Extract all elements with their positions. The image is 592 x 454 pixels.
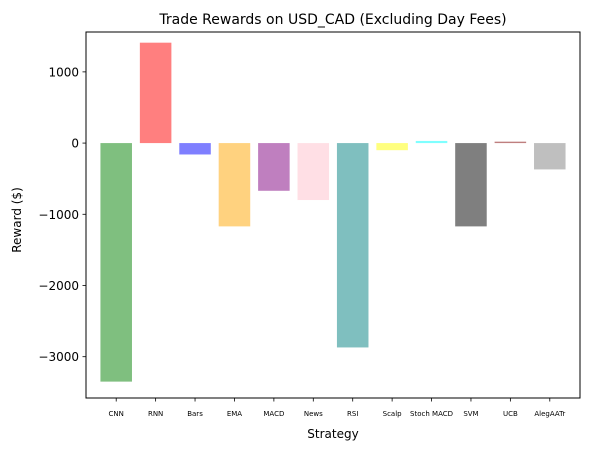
x-tick-label: RNN <box>148 410 163 418</box>
x-tick-label: MACD <box>263 410 284 418</box>
bar-alegaatr <box>534 143 566 170</box>
x-tick-label: SVM <box>463 410 478 418</box>
plot-frame <box>85 31 581 399</box>
y-tick-label: −1000 <box>38 208 79 222</box>
x-tick-label: RSI <box>347 410 358 418</box>
x-tick-label: News <box>304 410 323 418</box>
bar-scalp <box>376 143 408 151</box>
x-axis-label: Strategy <box>307 427 358 441</box>
bar-bars <box>179 143 211 155</box>
bar-ema <box>218 143 251 227</box>
x-tick-label: Bars <box>187 410 203 418</box>
bars-layer <box>100 42 566 382</box>
x-tick-label: CNN <box>109 410 124 418</box>
bar-rsi <box>336 143 369 348</box>
bar-stoch-macd <box>415 140 448 144</box>
x-tick-label: AlegAATr <box>534 410 565 418</box>
bar-news <box>297 143 330 201</box>
chart-title: Trade Rewards on USD_CAD (Excluding Day … <box>158 12 506 28</box>
y-tick-label: −3000 <box>38 350 79 364</box>
y-tick-label: 1000 <box>48 65 79 79</box>
y-axis-label: Reward ($) <box>10 187 24 253</box>
bar-rnn <box>139 42 172 144</box>
y-tick-label: 0 <box>71 137 79 151</box>
x-tick-label: EMA <box>227 410 242 418</box>
x-tick-label: Scalp <box>383 410 403 418</box>
bar-ucb <box>494 141 527 144</box>
x-tick-label: Stoch MACD <box>410 410 453 418</box>
x-tick-label: UCB <box>503 410 518 418</box>
axes-layer: CNN RNN Bars EMA MACD News RSI Scalp Stoch MACD S… <box>38 65 565 418</box>
bar-svm <box>455 143 487 227</box>
y-tick-label: −2000 <box>38 279 79 293</box>
bar-macd <box>258 143 290 191</box>
bar-cnn <box>100 143 132 382</box>
